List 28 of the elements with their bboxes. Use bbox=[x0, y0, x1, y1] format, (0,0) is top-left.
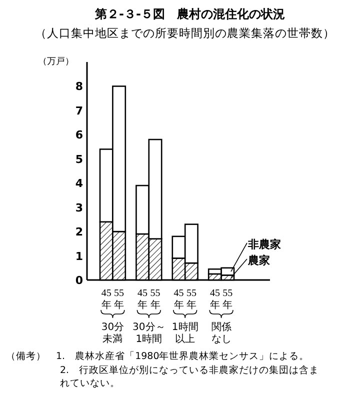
x-tick-label: 55年 bbox=[114, 288, 124, 311]
text: 30分未満 bbox=[101, 321, 124, 345]
text: 1時間以上 bbox=[172, 321, 198, 345]
text: 関係なし bbox=[211, 321, 232, 345]
x-tick-label: 55年 bbox=[222, 288, 233, 311]
y-tick-label: 1 bbox=[75, 250, 83, 263]
y-tick-label: 6 bbox=[75, 128, 84, 142]
text: 2. 行政区単位が別になっている非農家だけの集団は含まれていない。 bbox=[60, 364, 320, 390]
x-tick-label: 55年 bbox=[186, 288, 196, 311]
x-tick-label: 45年 bbox=[138, 288, 148, 311]
y-axis-title: （万戸） bbox=[38, 57, 74, 67]
text: 30分～1時間 bbox=[132, 321, 166, 345]
y-tick-label: 2 bbox=[75, 226, 83, 239]
text: （備考） 1. 農林水産省「1980年世界農林業センサス」による。 bbox=[6, 350, 310, 363]
chart-title: 第２-３-５図 農村の混住化の状況 bbox=[94, 7, 285, 21]
x-tick-label: 45年 bbox=[210, 288, 220, 311]
y-tick-label: 8 bbox=[75, 80, 83, 94]
y-tick-label: 7 bbox=[75, 104, 83, 118]
x-tick-label: 45年 bbox=[101, 288, 112, 311]
chart-subtitle: （人口集中地区までの所要時間別の農業集落の世帯数） bbox=[35, 26, 335, 40]
series-label: 農家 bbox=[247, 254, 270, 267]
y-tick-label: 0 bbox=[75, 274, 84, 287]
x-tick-label: 45年 bbox=[174, 288, 184, 311]
x-tick-label: 55年 bbox=[150, 288, 160, 311]
y-tick-label: 4 bbox=[75, 177, 84, 190]
y-tick-label: 3 bbox=[75, 201, 83, 214]
series-label: 非農家 bbox=[247, 238, 281, 251]
y-tick-label: 5 bbox=[75, 152, 83, 166]
